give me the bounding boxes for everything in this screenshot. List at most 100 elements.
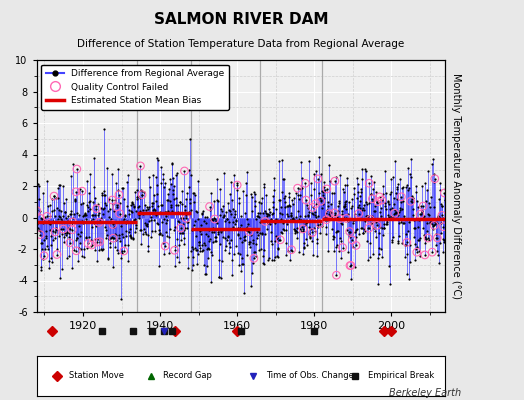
Point <box>390 201 398 207</box>
Point <box>339 244 347 251</box>
Point <box>175 242 183 248</box>
Point <box>305 234 314 240</box>
Point <box>212 220 221 226</box>
Point <box>205 246 213 252</box>
Point <box>187 248 195 254</box>
Point <box>361 166 369 172</box>
Point <box>412 189 421 196</box>
Point <box>348 216 357 223</box>
Point <box>366 216 375 223</box>
Point <box>395 233 403 240</box>
Point <box>66 210 74 217</box>
Point <box>418 208 427 214</box>
Point <box>337 211 346 217</box>
Point <box>280 194 288 201</box>
Point <box>375 251 384 257</box>
Point <box>279 220 287 226</box>
Point <box>236 251 245 257</box>
Point <box>180 240 188 247</box>
Point <box>364 200 373 206</box>
Point <box>244 221 252 227</box>
Point <box>128 200 136 206</box>
Point <box>362 198 370 205</box>
Point <box>272 215 280 222</box>
Point <box>305 224 313 230</box>
Point <box>166 198 174 204</box>
Point <box>428 221 436 227</box>
Point <box>194 251 202 258</box>
Point <box>266 218 274 224</box>
Point <box>344 211 352 217</box>
Point <box>280 227 289 234</box>
Point <box>224 250 233 256</box>
Point <box>256 210 264 216</box>
Point <box>47 233 56 240</box>
Point <box>277 229 285 235</box>
Point <box>321 212 329 219</box>
Point <box>315 189 323 196</box>
Point <box>202 246 211 252</box>
Point <box>304 209 313 215</box>
Point <box>211 216 219 222</box>
Point <box>436 180 444 186</box>
Point <box>439 215 447 221</box>
Point <box>203 213 211 220</box>
Point <box>266 229 275 235</box>
Point <box>182 196 191 202</box>
Point <box>185 167 193 173</box>
Point <box>437 219 445 226</box>
Point <box>100 126 108 132</box>
Point <box>104 236 113 242</box>
Point <box>222 243 230 250</box>
Point <box>128 209 136 215</box>
Point <box>300 222 309 228</box>
Point <box>266 221 274 227</box>
Point <box>210 215 219 222</box>
Point <box>426 219 434 226</box>
Point <box>384 215 392 222</box>
Point <box>298 175 307 182</box>
Point <box>144 206 152 212</box>
Point <box>36 232 45 238</box>
Point <box>180 168 189 174</box>
Point <box>286 217 294 223</box>
Point <box>52 246 61 252</box>
Point <box>342 198 351 204</box>
Point <box>381 203 389 210</box>
Point <box>252 249 260 255</box>
Point <box>285 194 293 200</box>
Point <box>81 212 89 218</box>
Point <box>53 185 62 191</box>
Point <box>349 243 357 250</box>
Point <box>95 219 103 226</box>
Point <box>99 206 107 212</box>
Point <box>75 212 84 218</box>
Point <box>148 172 157 178</box>
Point <box>103 232 111 238</box>
Point <box>355 202 364 208</box>
Point <box>361 227 369 234</box>
Point <box>242 192 250 198</box>
Point <box>109 235 117 242</box>
Point <box>312 236 321 242</box>
Point <box>112 236 120 243</box>
Point <box>352 242 361 249</box>
Point <box>435 186 444 193</box>
Point <box>373 199 381 205</box>
Y-axis label: Monthly Temperature Anomaly Difference (°C): Monthly Temperature Anomaly Difference (… <box>451 73 461 299</box>
Point <box>209 225 217 232</box>
Point <box>146 210 155 216</box>
Point <box>256 218 265 225</box>
Point <box>138 207 147 214</box>
Point <box>113 246 121 253</box>
Point <box>141 220 149 226</box>
Point <box>125 206 133 213</box>
Point <box>127 201 135 208</box>
Point <box>179 215 188 222</box>
Point <box>304 205 312 212</box>
Point <box>353 226 362 232</box>
Point <box>39 220 48 226</box>
Point <box>411 240 419 247</box>
Point <box>260 261 268 268</box>
Point <box>231 211 239 218</box>
